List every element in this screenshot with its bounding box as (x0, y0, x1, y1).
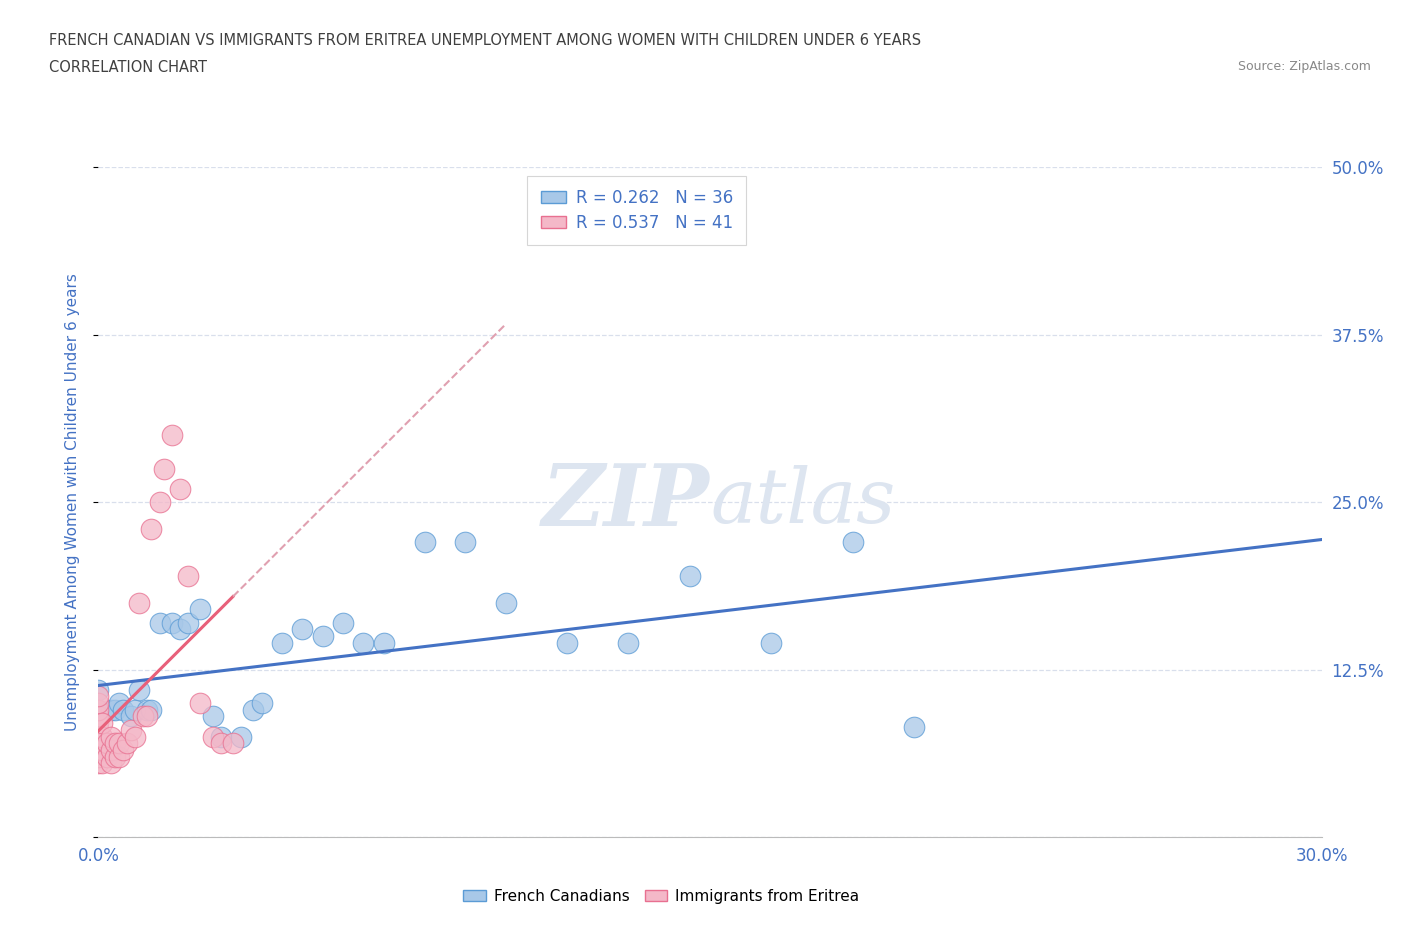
Point (188, 696, 212, 711)
Point (87, 683, 110, 698)
Point (104, 702, 127, 717)
Point (91, 716, 114, 731)
Point (100, 729, 122, 744)
Point (152, 461, 174, 476)
Point (87, 729, 110, 744)
Point (87, 716, 110, 731)
Point (108, 750, 131, 764)
Point (222, 736, 245, 751)
Point (149, 495, 172, 510)
Point (291, 622, 314, 637)
Text: Source: ZipAtlas.com: Source: ZipAtlas.com (1237, 60, 1371, 73)
Point (454, 535, 477, 550)
Point (141, 522, 163, 537)
Point (87, 702, 110, 717)
Point (124, 729, 146, 744)
Point (209, 736, 232, 751)
Text: atlas: atlas (710, 465, 896, 539)
Point (160, 428, 183, 443)
Point (87, 723, 110, 737)
Text: FRENCH CANADIAN VS IMMIGRANTS FROM ERITREA UNEMPLOYMENT AMONG WOMEN WITH CHILDRE: FRENCH CANADIAN VS IMMIGRANTS FROM ERITR… (49, 33, 921, 47)
Point (413, 535, 436, 550)
Point (87, 709, 110, 724)
Point (111, 702, 134, 717)
Point (231, 729, 253, 744)
Point (149, 616, 172, 631)
Point (87, 696, 110, 711)
Point (108, 736, 131, 751)
Point (242, 702, 264, 717)
Point (373, 635, 395, 650)
Point (160, 616, 183, 631)
Point (87, 736, 110, 751)
Point (120, 709, 142, 724)
Point (91, 756, 114, 771)
Text: ZIP: ZIP (543, 460, 710, 544)
Point (111, 742, 134, 757)
Point (141, 702, 163, 717)
Y-axis label: Unemployment Among Women with Children Under 6 years: Unemployment Among Women with Children U… (65, 273, 80, 731)
Point (270, 635, 294, 650)
Point (903, 720, 925, 735)
Point (201, 729, 224, 744)
Point (128, 683, 150, 698)
Point (332, 616, 354, 631)
Point (87, 742, 110, 757)
Point (352, 635, 374, 650)
Point (201, 709, 224, 724)
Point (495, 595, 517, 610)
Point (557, 635, 579, 650)
Point (169, 482, 191, 497)
Point (120, 723, 142, 737)
Point (100, 742, 122, 757)
Point (761, 635, 783, 650)
Point (132, 709, 155, 724)
Legend: French Canadians, Immigrants from Eritrea: French Canadians, Immigrants from Eritre… (457, 883, 865, 910)
Point (250, 696, 273, 711)
Point (96, 750, 118, 764)
Point (679, 568, 702, 583)
Point (91, 742, 114, 757)
Point (87, 756, 110, 771)
Point (100, 756, 122, 771)
Point (169, 622, 191, 637)
Point (104, 750, 127, 764)
Point (136, 702, 159, 717)
Point (177, 568, 200, 583)
Point (177, 616, 200, 631)
Point (188, 602, 212, 617)
Point (104, 736, 127, 751)
Point (617, 635, 640, 650)
Text: CORRELATION CHART: CORRELATION CHART (49, 60, 207, 75)
Point (312, 629, 335, 644)
Point (209, 729, 232, 744)
Point (87, 689, 110, 704)
Point (124, 702, 146, 717)
Point (87, 702, 110, 717)
Point (100, 702, 122, 717)
Point (91, 729, 114, 744)
Point (96, 736, 118, 751)
Point (136, 709, 159, 724)
Point (115, 736, 138, 751)
Point (128, 595, 150, 610)
Point (87, 750, 110, 764)
Point (108, 696, 131, 711)
Point (841, 535, 863, 550)
